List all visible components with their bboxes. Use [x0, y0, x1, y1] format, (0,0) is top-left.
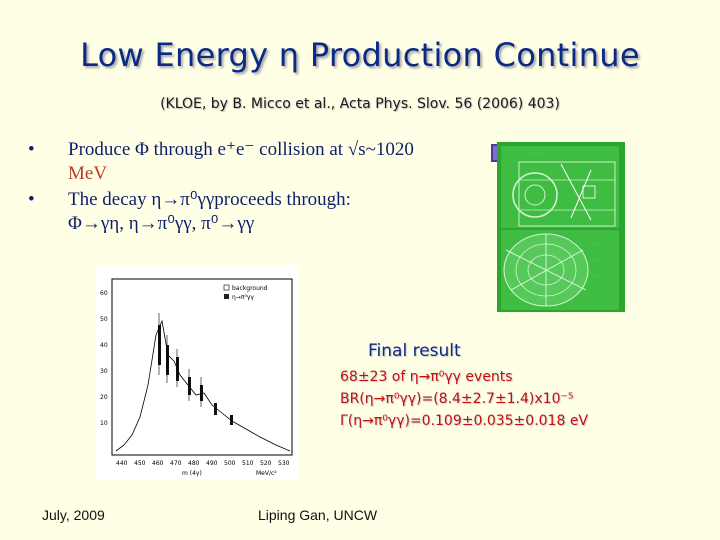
result-decay-width: Γ(η→π⁰γγ)=0.109±0.035±0.018 eV [340, 413, 589, 429]
bullet-text: The decay η→π⁰γγproceeds through: [68, 189, 351, 210]
plot-xtick: 500 [224, 460, 236, 467]
result-heading: Final result [368, 341, 461, 361]
plot-ytick: 40 [100, 342, 108, 349]
result-events: 68±23 of η→π⁰γγ events [340, 369, 513, 385]
plot-xtick: 520 [260, 460, 272, 467]
plot-xtick: 510 [242, 460, 254, 467]
svg-text:. . . . . .: . . . . . . [531, 150, 545, 155]
plot-xtick: 440 [116, 460, 128, 467]
slide-subtitle: (KLOE, by B. Micco et al., Acta Phys. Sl… [160, 96, 560, 112]
svg-text:. . .: . . . [595, 256, 601, 261]
bullet-dot-icon: • [28, 189, 35, 210]
plot-xlabel: m (4γ) [182, 470, 202, 477]
bullet-dot-icon: • [28, 139, 35, 160]
plot-ytick: 10 [100, 420, 108, 427]
bullet-text-highlight: MeV [68, 163, 108, 184]
svg-text:. . .: . . . [595, 240, 601, 245]
invariant-mass-histogram-icon: 60 50 40 30 20 10 440 450 460 470 480 49… [96, 265, 298, 480]
slide-title: Low Energy η Production Continue [80, 36, 640, 74]
plot-xtick: 490 [206, 460, 218, 467]
bullet-list: • Produce Φ through e⁺e⁻ collision at √s… [22, 138, 492, 238]
bullet-item-production: • Produce Φ through e⁺e⁻ collision at √s… [22, 138, 492, 186]
svg-text:. . .: . . . [595, 272, 601, 277]
bullet-item-decay: • The decay η→π⁰γγproceeds through: Φ→γη… [22, 188, 492, 236]
bullet-text: Produce Φ through e⁺e⁻ collision at √s~1… [68, 139, 414, 160]
result-branching-ratio: BR(η→π⁰γγ)=(8.4±2.7±1.4)x10⁻⁵ [340, 391, 574, 407]
plot-xunit: MeV/c² [256, 470, 277, 477]
plot-ytick: 60 [100, 290, 108, 297]
plot-xtick: 450 [134, 460, 146, 467]
plot-ytick: 50 [100, 316, 108, 323]
plot-ytick: 30 [100, 368, 108, 375]
plot-xtick: 480 [188, 460, 200, 467]
plot-ytick: 20 [100, 394, 108, 401]
footer-date: July, 2009 [42, 507, 105, 523]
final-result-box: Final result 68±23 of η→π⁰γγ events BR(η… [330, 340, 720, 432]
kloe-event-display-icon: . . . . . . . . . . . . . . . [491, 140, 627, 316]
plot-xtick: 460 [152, 460, 164, 467]
plot-xtick: 530 [278, 460, 290, 467]
plot-legend-background: background [232, 285, 268, 292]
bullet-text-line2: Φ→γη, η→π⁰γγ, π⁰→γγ [68, 213, 255, 234]
footer-author: Liping Gan, UNCW [258, 507, 378, 523]
plot-xtick: 470 [170, 460, 182, 467]
plot-legend-signal: η→π⁰γγ [232, 294, 254, 301]
